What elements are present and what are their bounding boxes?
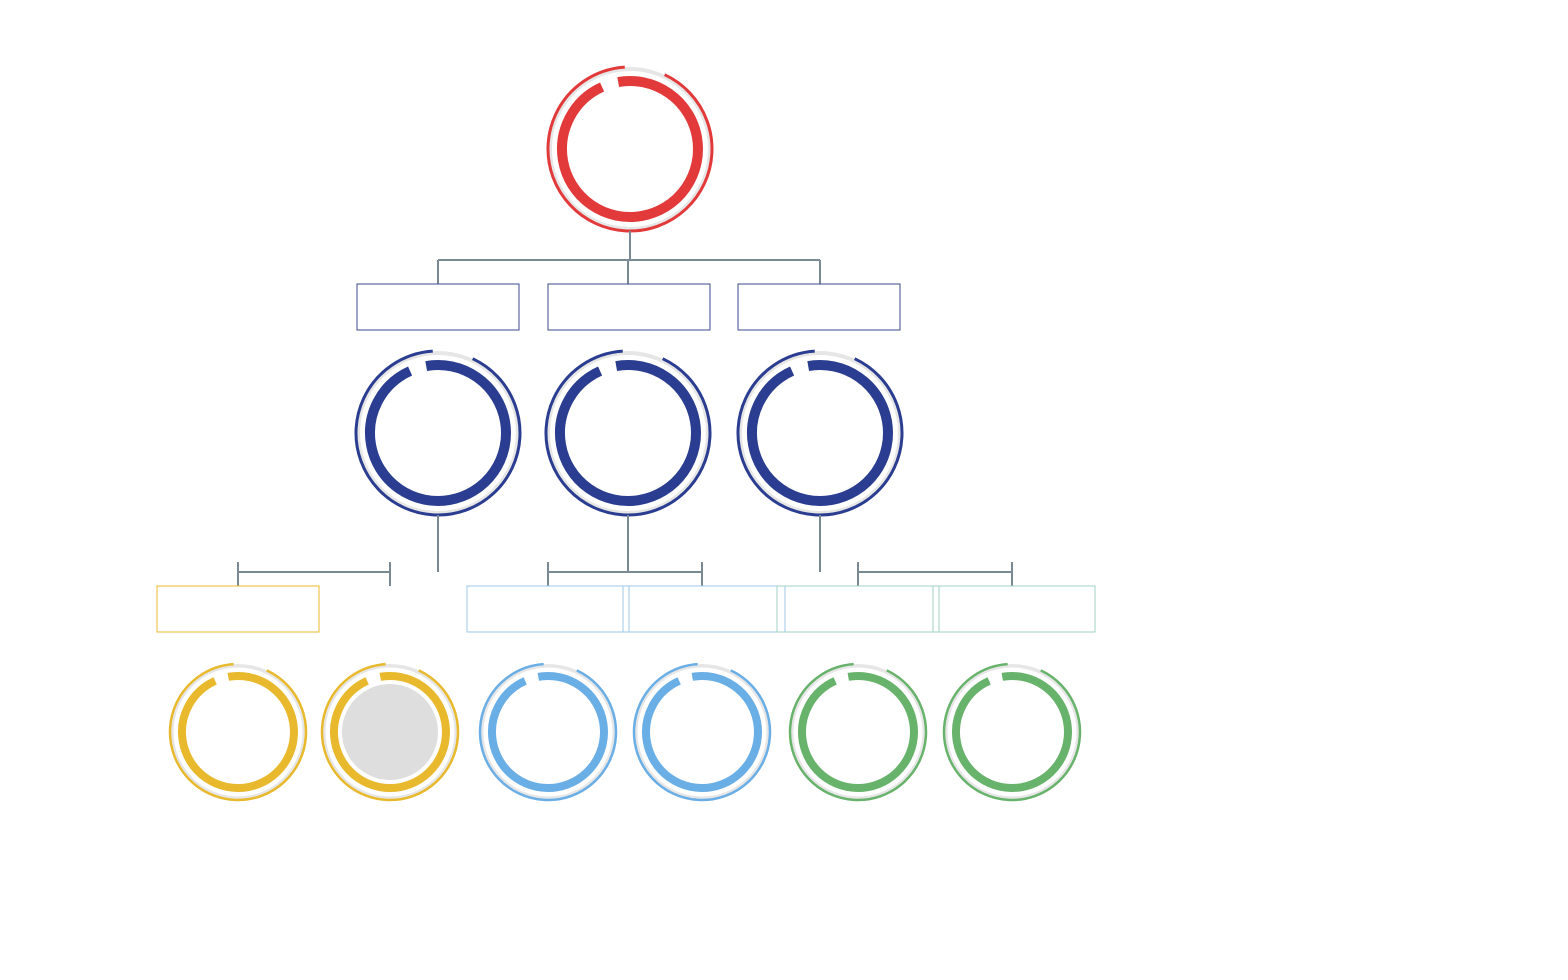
- level2-box-0-0: [157, 586, 319, 632]
- level2-node-1-1: [612, 642, 793, 823]
- level1-node-0: [329, 324, 547, 542]
- level1-box-0: [357, 284, 519, 330]
- level2-box-1-1: [623, 586, 785, 632]
- level2-node-2-1: [922, 642, 1103, 823]
- org-chart: [0, 0, 1568, 980]
- level1-box-1: [548, 284, 710, 330]
- level2-node-0-1: [300, 642, 481, 823]
- level1-box-2: [738, 284, 900, 330]
- level2-box-2-0: [777, 586, 939, 632]
- level1-node-2: [711, 324, 929, 542]
- level2-box-1-0: [467, 586, 629, 632]
- root-node: [521, 40, 739, 258]
- level2-node-1-0: [458, 642, 639, 823]
- level2-box-2-1: [933, 586, 1095, 632]
- level2-node-2-0: [768, 642, 949, 823]
- level1-node-1: [519, 324, 737, 542]
- level2-node-0-0: [148, 642, 329, 823]
